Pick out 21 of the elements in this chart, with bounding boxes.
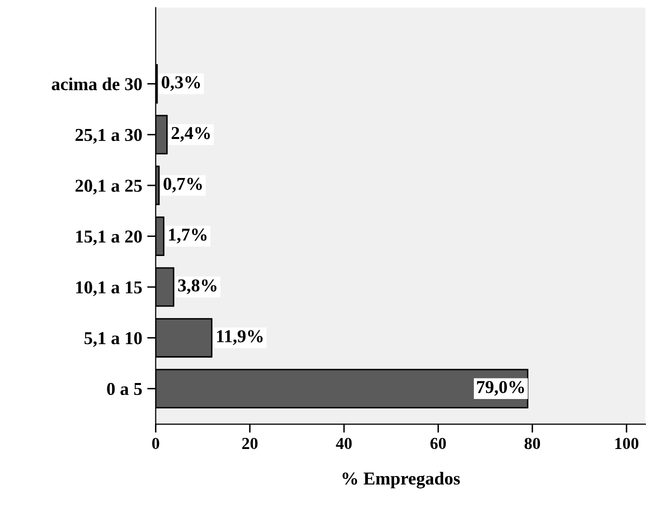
x-tick-label: 80 [524, 438, 540, 450]
y-tick-label: 15,1 a 20 [76, 230, 142, 246]
y-tick-label: 10,1 a 15 [76, 281, 142, 296]
y-tick-label: 0 a 5 [107, 382, 142, 396]
y-tick-label: 25,1 a 30 [76, 128, 142, 144]
x-tick-label: 40 [336, 438, 352, 450]
data-label: 2,4% [172, 126, 210, 142]
data-label: 0,3% [162, 76, 200, 91]
x-tick-label: 20 [242, 438, 258, 450]
y-tick-label: acima de 30 [52, 78, 142, 90]
data-label: 0,7% [164, 178, 202, 193]
data-label: 11,9% [217, 330, 263, 345]
x-tick-label: 60 [430, 438, 446, 450]
x-axis-title: % Empregados [342, 472, 460, 488]
data-label: 1,7% [169, 228, 207, 244]
x-tick-label: 0 [152, 438, 160, 450]
y-tick-label: 20,1 a 25 [76, 180, 142, 194]
data-label: 79,0% [477, 380, 524, 396]
data-label: 3,8% [178, 279, 216, 294]
y-tick-label: 5,1 a 10 [84, 332, 142, 347]
x-tick-label: 100 [615, 438, 638, 450]
